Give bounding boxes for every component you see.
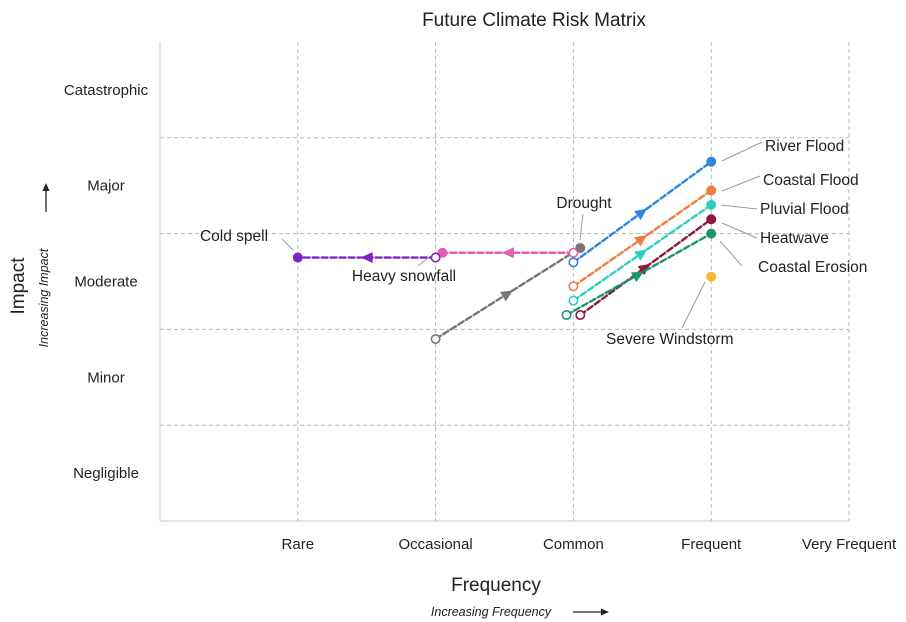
series-heatwave bbox=[576, 214, 716, 319]
y-tick-labels: Negligible Minor Moderate Major Catastrophic bbox=[64, 82, 149, 482]
leader-line-drought bbox=[580, 214, 583, 240]
series-label-pluvial-flood: Pluvial Flood bbox=[760, 201, 849, 218]
x-axis-title: Frequency bbox=[451, 575, 541, 596]
x-tick-label-occasional: Occasional bbox=[398, 536, 472, 553]
y-axis-title: Impact bbox=[8, 257, 29, 315]
direction-arrow bbox=[502, 247, 514, 258]
y-tick-label-minor: Minor bbox=[87, 369, 125, 386]
y-axis-arrow bbox=[43, 183, 50, 212]
x-tick-label-very-frequent: Very Frequent bbox=[802, 536, 897, 553]
future-point bbox=[706, 214, 716, 224]
series-label-heatwave: Heatwave bbox=[760, 230, 829, 247]
current-point bbox=[431, 335, 439, 343]
y-tick-label-moderate: Moderate bbox=[74, 274, 137, 291]
future-point bbox=[706, 200, 716, 210]
series-label-river-flood: River Flood bbox=[765, 138, 844, 155]
x-axis-arrow bbox=[573, 609, 609, 616]
current-point bbox=[431, 253, 439, 261]
leader-line-pluvial-flood bbox=[721, 205, 757, 209]
series-label-coastal-erosion: Coastal Erosion bbox=[758, 259, 867, 276]
y-axis-subtitle: Increasing Impact bbox=[37, 248, 51, 347]
y-tick-label-negligible: Negligible bbox=[73, 465, 139, 482]
current-point bbox=[569, 296, 577, 304]
y-tick-label-major: Major bbox=[87, 178, 125, 195]
leader-line-river-flood bbox=[722, 142, 762, 161]
current-point bbox=[576, 311, 584, 319]
direction-arrow bbox=[634, 230, 650, 246]
series-heavy-snowfall bbox=[437, 247, 577, 258]
series-label-drought: Drought bbox=[556, 195, 612, 212]
series-label-coastal-flood: Coastal Flood bbox=[763, 172, 859, 189]
leader-line-coastal-flood bbox=[722, 176, 760, 191]
grid bbox=[160, 42, 849, 521]
series-severe-windstorm bbox=[706, 272, 716, 282]
direction-arrow bbox=[500, 286, 516, 302]
leader-line-heavy-snowfall bbox=[418, 258, 428, 266]
leader-line-cold-spell bbox=[282, 239, 293, 250]
direction-arrow bbox=[361, 252, 373, 263]
x-tick-labels: Rare Occasional Common Frequent Very Frequen… bbox=[282, 536, 897, 553]
current-point bbox=[569, 258, 577, 266]
current-point bbox=[562, 311, 570, 319]
series-cold-spell bbox=[293, 252, 440, 263]
future-point bbox=[706, 229, 716, 239]
x-tick-label-rare: Rare bbox=[282, 536, 315, 553]
x-axis-subtitle: Increasing Frequency bbox=[431, 605, 552, 619]
x-tick-label-common: Common bbox=[543, 536, 604, 553]
leader-line-heatwave bbox=[722, 223, 757, 238]
series-drought bbox=[431, 243, 585, 343]
series-label-heavy-snowfall: Heavy snowfall bbox=[352, 268, 456, 285]
future-point bbox=[293, 253, 303, 263]
leader-line-severe-windstorm bbox=[682, 282, 705, 328]
series-label-severe-windstorm: Severe Windstorm bbox=[606, 331, 733, 348]
future-point bbox=[706, 272, 716, 282]
current-point bbox=[569, 249, 577, 257]
series-labels: River Flood Coastal Flood Pluvial Flood Hea… bbox=[200, 138, 867, 348]
x-tick-label-frequent: Frequent bbox=[681, 536, 742, 553]
y-tick-label-catastrophic: Catastrophic bbox=[64, 82, 149, 99]
current-point bbox=[569, 282, 577, 290]
future-point bbox=[706, 157, 716, 167]
leader-line-coastal-erosion bbox=[720, 241, 742, 266]
series bbox=[293, 157, 716, 343]
future-point bbox=[706, 185, 716, 195]
direction-arrow bbox=[634, 245, 650, 261]
chart-title: Future Climate Risk Matrix bbox=[422, 10, 646, 31]
series-label-cold-spell: Cold spell bbox=[200, 228, 268, 245]
